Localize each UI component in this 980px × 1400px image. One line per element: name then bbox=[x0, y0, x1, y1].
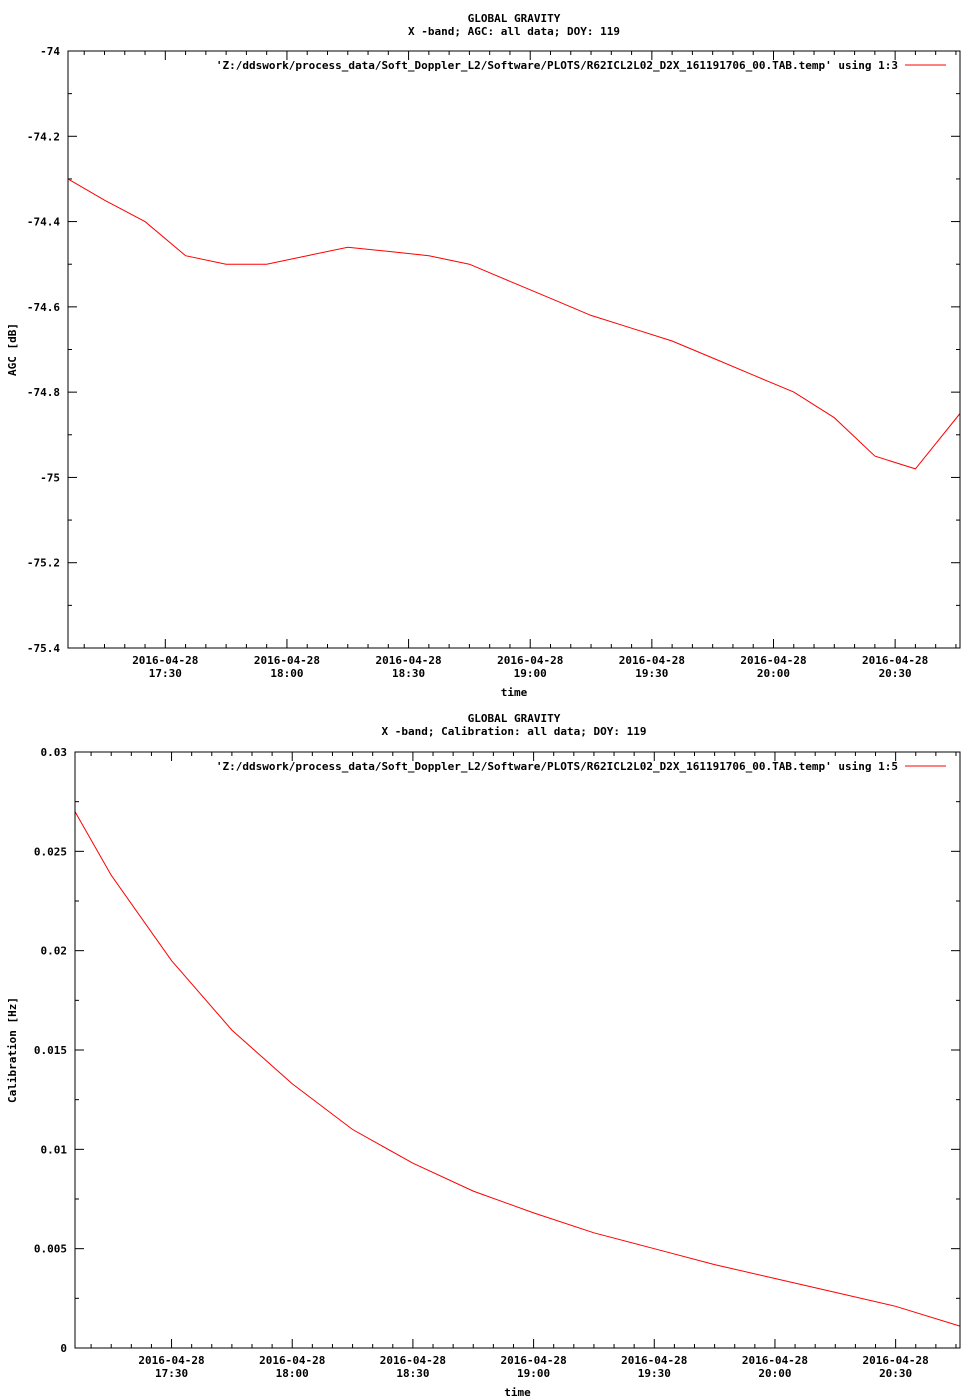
x-tick-label-time: 18:00 bbox=[276, 1367, 309, 1380]
y-tick-marks bbox=[75, 751, 960, 1349]
x-tick-label-date: 2016-04-28 bbox=[740, 654, 806, 667]
chart-subtitle: X -band; AGC: all data; DOY: 119 bbox=[408, 25, 620, 38]
x-tick-marks bbox=[90, 752, 957, 1348]
y-tick-marks bbox=[68, 50, 960, 649]
chart-title: GLOBAL GRAVITY bbox=[468, 712, 561, 725]
y-tick-label: -74.6 bbox=[27, 301, 60, 314]
x-axis-label: time bbox=[501, 686, 528, 699]
x-tick-label-date: 2016-04-28 bbox=[500, 1354, 566, 1367]
plot-frame bbox=[74, 751, 961, 1349]
x-tick-label-time: 20:30 bbox=[879, 667, 912, 680]
y-tick-label: -74 bbox=[40, 45, 60, 58]
agc-chart: -74 -74.2 -74.4 -74.6 -74.8 -75 -75.2 -75.4 201… bbox=[6, 12, 961, 699]
x-tick-marks bbox=[83, 51, 957, 648]
x-tick-label-time: 19:00 bbox=[514, 667, 547, 680]
x-tick-label-time: 18:00 bbox=[270, 667, 303, 680]
x-tick-label-date: 2016-04-28 bbox=[259, 1354, 325, 1367]
y-tick-label: -74.2 bbox=[27, 130, 60, 143]
x-tick-label-date: 2016-04-28 bbox=[132, 654, 198, 667]
y-tick-label: 0.005 bbox=[34, 1243, 67, 1256]
y-tick-labels: 0 0.005 0.01 0.015 0.02 0.025 0.03 bbox=[34, 746, 67, 1355]
x-tick-label-date: 2016-04-28 bbox=[862, 654, 928, 667]
y-tick-label: 0.03 bbox=[41, 746, 68, 759]
x-tick-label-time: 19:00 bbox=[517, 1367, 550, 1380]
chart-title: GLOBAL GRAVITY bbox=[468, 12, 561, 25]
x-tick-label-time: 20:00 bbox=[758, 1367, 791, 1380]
y-tick-label: -74.4 bbox=[27, 216, 60, 229]
plot-frame bbox=[67, 50, 961, 649]
x-tick-labels: 2016-04-2817:302016-04-2818:002016-04-28… bbox=[138, 1354, 928, 1380]
x-tick-label-time: 18:30 bbox=[396, 1367, 429, 1380]
x-tick-label-date: 2016-04-28 bbox=[380, 1354, 446, 1367]
x-tick-label-date: 2016-04-28 bbox=[619, 654, 685, 667]
x-tick-label-time: 17:30 bbox=[149, 667, 182, 680]
x-tick-label-date: 2016-04-28 bbox=[742, 1354, 808, 1367]
x-tick-labels: 2016-04-2817:302016-04-2818:002016-04-28… bbox=[132, 654, 928, 680]
agc-series-line bbox=[67, 178, 961, 470]
y-tick-label: -75.4 bbox=[27, 642, 60, 655]
y-tick-label: 0.02 bbox=[41, 945, 68, 958]
x-tick-label-time: 18:30 bbox=[392, 667, 425, 680]
y-tick-label: -75 bbox=[40, 471, 60, 484]
y-tick-label: -74.8 bbox=[27, 386, 60, 399]
x-tick-label-time: 20:30 bbox=[879, 1367, 912, 1380]
y-axis-label: Calibration [Hz] bbox=[6, 997, 19, 1103]
legend-entry: 'Z:/ddswork/process_data/Soft_Doppler_L2… bbox=[216, 59, 898, 72]
x-tick-label-time: 17:30 bbox=[155, 1367, 188, 1380]
y-tick-label: 0.01 bbox=[41, 1143, 68, 1156]
x-tick-label-date: 2016-04-28 bbox=[497, 654, 563, 667]
y-tick-label: 0.025 bbox=[34, 845, 67, 858]
chart-subtitle: X -band; Calibration: all data; DOY: 119 bbox=[382, 725, 647, 738]
y-tick-label: 0 bbox=[60, 1342, 67, 1355]
x-axis-label: time bbox=[504, 1386, 531, 1399]
y-tick-label: 0.015 bbox=[34, 1044, 67, 1057]
x-tick-label-date: 2016-04-28 bbox=[863, 1354, 929, 1367]
x-tick-label-date: 2016-04-28 bbox=[621, 1354, 687, 1367]
x-tick-label-date: 2016-04-28 bbox=[254, 654, 320, 667]
x-tick-label-time: 20:00 bbox=[757, 667, 790, 680]
x-tick-label-time: 19:30 bbox=[638, 1367, 671, 1380]
x-tick-label-date: 2016-04-28 bbox=[138, 1354, 204, 1367]
y-tick-label: -75.2 bbox=[27, 557, 60, 570]
legend-entry: 'Z:/ddswork/process_data/Soft_Doppler_L2… bbox=[216, 760, 898, 773]
y-axis-label: AGC [dB] bbox=[6, 323, 19, 376]
calibration-series-line bbox=[74, 811, 961, 1327]
x-tick-label-date: 2016-04-28 bbox=[375, 654, 441, 667]
y-tick-labels: -74 -74.2 -74.4 -74.6 -74.8 -75 -75.2 -75.4 bbox=[27, 45, 60, 655]
x-tick-label-time: 19:30 bbox=[635, 667, 668, 680]
